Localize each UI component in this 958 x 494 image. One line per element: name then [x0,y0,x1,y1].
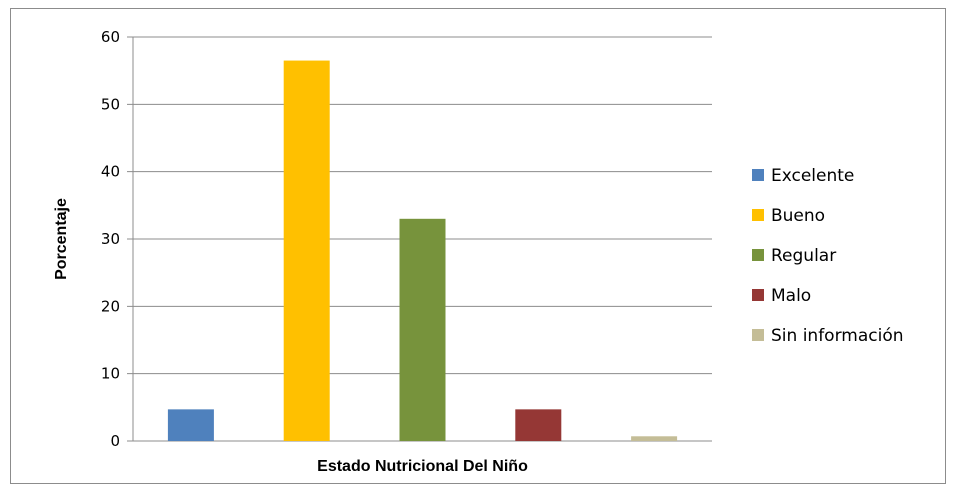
legend-swatch [752,209,764,221]
gridlines [127,36,712,442]
legend-swatch [752,169,764,181]
y-axis-title: Porcentaje [53,198,70,280]
legend-label: Regular [771,246,836,266]
y-tick-label: 0 [110,432,120,450]
legend-swatch [752,289,764,301]
bar-excelente [167,409,214,441]
bar-regular [399,218,446,441]
legend: Excelente Bueno Regular Malo Sin información [752,166,904,346]
legend-label: Excelente [771,166,854,186]
legend-label: Bueno [771,206,825,226]
bar-sin-informaci-n [631,436,678,441]
y-tick-label: 50 [101,95,120,113]
legend-swatch [752,249,764,261]
bars [167,60,678,442]
y-tick-label: 30 [101,230,120,248]
x-axis-title: Estado Nutricional Del Niño [317,458,528,475]
y-tick-labels: 0 10 20 30 40 50 60 [101,28,120,450]
y-tick-label: 20 [101,297,120,315]
y-tick-label: 40 [101,163,120,181]
y-tick-label: 60 [101,28,120,46]
legend-label: Malo [771,286,811,306]
bar-bueno [283,60,330,442]
bar-malo [515,409,562,441]
chart-frame [10,8,946,484]
legend-label: Sin información [771,326,904,346]
legend-swatch [752,329,764,341]
y-tick-label: 10 [101,365,120,383]
